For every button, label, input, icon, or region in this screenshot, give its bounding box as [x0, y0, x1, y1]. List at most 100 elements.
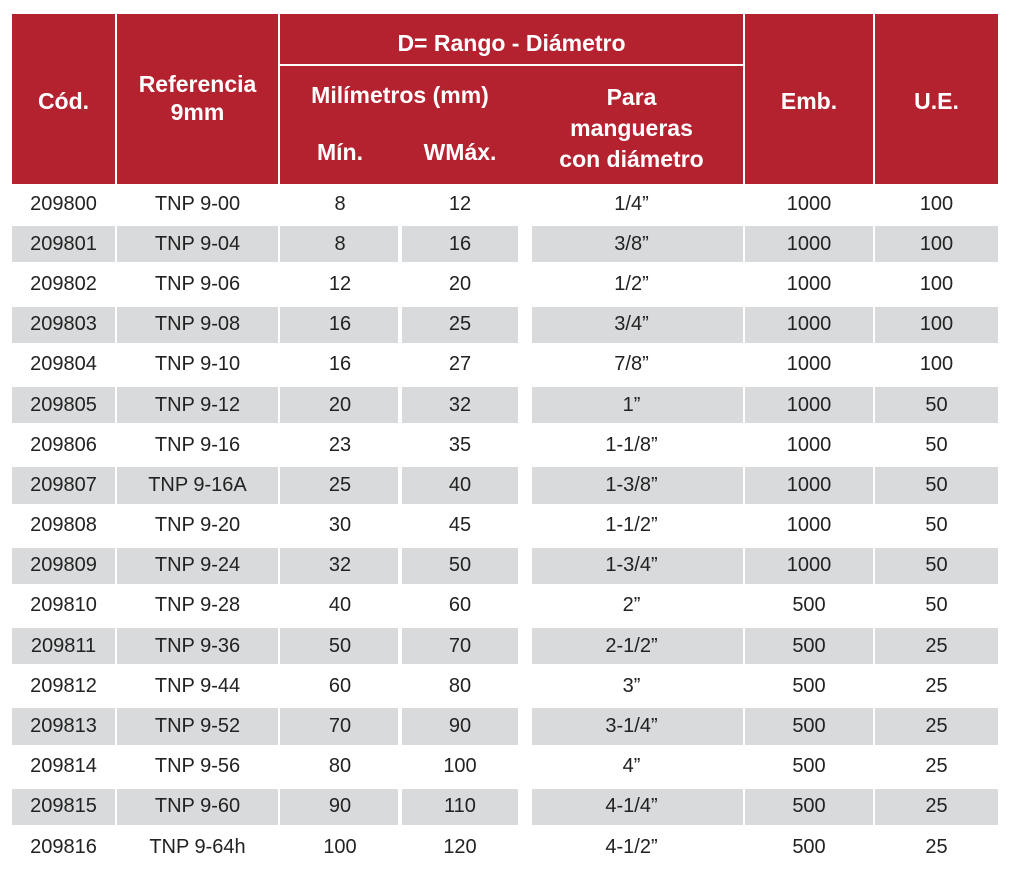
cell-para-mangueras: 1/2”: [614, 272, 649, 295]
cell-para-mangueras: 3”: [622, 674, 641, 697]
cell-emb: 500: [792, 715, 826, 738]
cell-para-mangueras: 3/8”: [614, 232, 649, 255]
row-stripe: [12, 547, 115, 584]
cell-min: 16: [328, 353, 352, 376]
cell-cod: 209814: [30, 755, 97, 778]
table-row: 209808 TNP 9-20 30 45 1-1/2” 1000 50: [12, 506, 998, 546]
table-row: 209809 TNP 9-24 32 50 1-3/4” 1000 50: [12, 546, 998, 586]
cell-max: 40: [448, 473, 472, 496]
row-stripe: [280, 788, 398, 825]
row-stripe: [875, 708, 998, 745]
cell-ue: 50: [925, 514, 948, 537]
cell-cod: 209803: [30, 313, 97, 336]
row-stripe: [402, 467, 518, 504]
cell-emb: 1000: [786, 272, 832, 295]
cell-referencia: TNP 9-06: [154, 272, 241, 295]
row-stripe: [402, 547, 518, 584]
cell-min: 8: [334, 232, 346, 255]
row-stripe: [12, 708, 115, 745]
table-row: 209814 TNP 9-56 80 100 4” 500 25: [12, 747, 998, 787]
table-row: 209813 TNP 9-52 70 90 3-1/4” 500 25: [12, 706, 998, 746]
row-stripe: [745, 628, 873, 665]
table-row: 209812 TNP 9-44 60 80 3” 500 25: [12, 666, 998, 706]
cell-max: 12: [448, 192, 472, 215]
header-divider: [873, 14, 875, 184]
row-stripe: [532, 386, 743, 424]
cell-max: 35: [448, 433, 472, 456]
cell-min: 16: [328, 313, 352, 336]
row-stripe: [532, 547, 743, 584]
cell-emb: 1000: [786, 353, 832, 376]
row-stripe: [117, 386, 278, 424]
row-stripe: [280, 467, 398, 504]
cell-cod: 209816: [30, 835, 97, 858]
cell-max: 60: [448, 594, 472, 617]
row-stripe: [402, 386, 518, 424]
row-stripe: [875, 788, 998, 825]
table-row: 209803 TNP 9-08 16 25 3/4” 1000 100: [12, 305, 998, 345]
header-emb: Emb.: [780, 88, 838, 114]
cell-max: 120: [443, 835, 477, 858]
row-stripe: [280, 306, 398, 343]
cell-referencia: TNP 9-64h: [149, 835, 246, 858]
cell-min: 12: [328, 272, 352, 295]
table-row: 209805 TNP 9-12 20 32 1” 1000 50: [12, 385, 998, 425]
table-row: 209816 TNP 9-64h 100 120 4-1/2” 500 25: [12, 827, 998, 867]
cell-para-mangueras: 2-1/2”: [605, 634, 658, 657]
cell-referencia: TNP 9-24: [154, 554, 241, 577]
row-stripe: [532, 788, 743, 825]
cell-cod: 209813: [30, 715, 97, 738]
cell-referencia: TNP 9-20: [154, 514, 241, 537]
cell-emb: 1000: [786, 192, 832, 215]
row-stripe: [745, 547, 873, 584]
table-row: 209815 TNP 9-60 90 110 4-1/4” 500 25: [12, 787, 998, 827]
row-stripe: [117, 547, 278, 584]
cell-emb: 500: [792, 755, 826, 778]
row-stripe: [875, 628, 998, 665]
cell-ue: 50: [925, 554, 948, 577]
cell-referencia: TNP 9-04: [154, 232, 241, 255]
cell-cod: 209802: [30, 272, 97, 295]
cell-max: 100: [443, 755, 477, 778]
header-referencia: Referencia 9mm: [138, 71, 257, 125]
cell-max: 50: [448, 554, 472, 577]
cell-max: 32: [448, 393, 472, 416]
row-stripe: [280, 708, 398, 745]
cell-referencia: TNP 9-12: [154, 393, 241, 416]
row-stripe: [117, 708, 278, 745]
cell-emb: 500: [792, 634, 826, 657]
header-min: Mín.: [317, 139, 363, 165]
cell-ue: 100: [919, 353, 954, 376]
row-stripe: [745, 306, 873, 343]
row-stripe: [745, 467, 873, 504]
cell-min: 8: [334, 192, 346, 215]
cell-cod: 209808: [30, 514, 97, 537]
cell-ue: 100: [919, 272, 954, 295]
cell-min: 23: [328, 433, 352, 456]
cell-max: 20: [448, 272, 472, 295]
row-stripe: [12, 788, 115, 825]
cell-para-mangueras: 1-3/4”: [605, 554, 658, 577]
cell-emb: 1000: [786, 313, 832, 336]
cell-max: 16: [448, 232, 472, 255]
cell-cod: 209812: [30, 674, 97, 697]
cell-para-mangueras: 1-1/2”: [605, 514, 658, 537]
cell-ue: 100: [919, 313, 954, 336]
cell-cod: 209804: [30, 353, 97, 376]
row-stripe: [745, 708, 873, 745]
header-ue: U.E.: [914, 88, 959, 114]
cell-min: 90: [328, 795, 352, 818]
row-stripe: [12, 306, 115, 343]
cell-referencia: TNP 9-16A: [148, 473, 247, 496]
cell-ue: 25: [925, 795, 948, 818]
cell-referencia: TNP 9-08: [154, 313, 241, 336]
header-divider: [280, 64, 743, 66]
cell-para-mangueras: 2”: [622, 594, 641, 617]
cell-cod: 209801: [30, 232, 97, 255]
cell-cod: 209805: [30, 393, 97, 416]
cell-min: 70: [328, 715, 352, 738]
cell-para-mangueras: 4-1/4”: [605, 795, 658, 818]
row-stripe: [402, 306, 518, 343]
cell-cod: 209807: [30, 473, 97, 496]
cell-ue: 100: [919, 192, 954, 215]
